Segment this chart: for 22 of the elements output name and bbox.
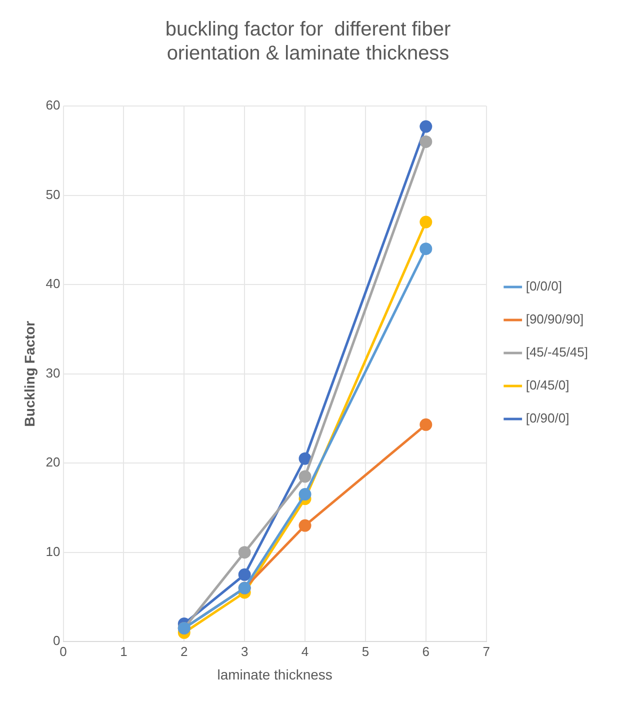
legend-label: [90/90/90] — [526, 312, 584, 327]
legend-label: [0/90/0] — [526, 410, 570, 426]
x-tick-label: 7 — [482, 644, 490, 659]
y-tick-label: 10 — [46, 544, 60, 559]
y-tick-label: 30 — [46, 365, 60, 380]
x-tick-label: 5 — [362, 644, 370, 659]
y-axis-title: Buckling Factor — [21, 320, 38, 427]
y-tick-label: 40 — [46, 276, 60, 292]
x-tick-label: 6 — [422, 644, 430, 659]
x-tick-label: 2 — [180, 644, 188, 659]
y-tick-label: 60 — [46, 98, 60, 113]
x-tick-label: 1 — [120, 644, 128, 659]
chart-title: buckling factor for different fiber orientation & laminate thickness — [165, 18, 451, 65]
legend-label: [0/45/0] — [526, 378, 570, 393]
legend-label: [0/0/0] — [526, 278, 562, 294]
x-axis-title: laminate thickness — [217, 666, 332, 682]
y-tick-label: 0 — [53, 633, 60, 648]
y-tick-label: 20 — [46, 454, 60, 470]
x-tick-label: 3 — [240, 644, 248, 659]
x-tick-label: 4 — [301, 644, 309, 659]
legend-label: [45/-45/45] — [526, 344, 588, 360]
y-tick-label: 50 — [46, 186, 60, 202]
